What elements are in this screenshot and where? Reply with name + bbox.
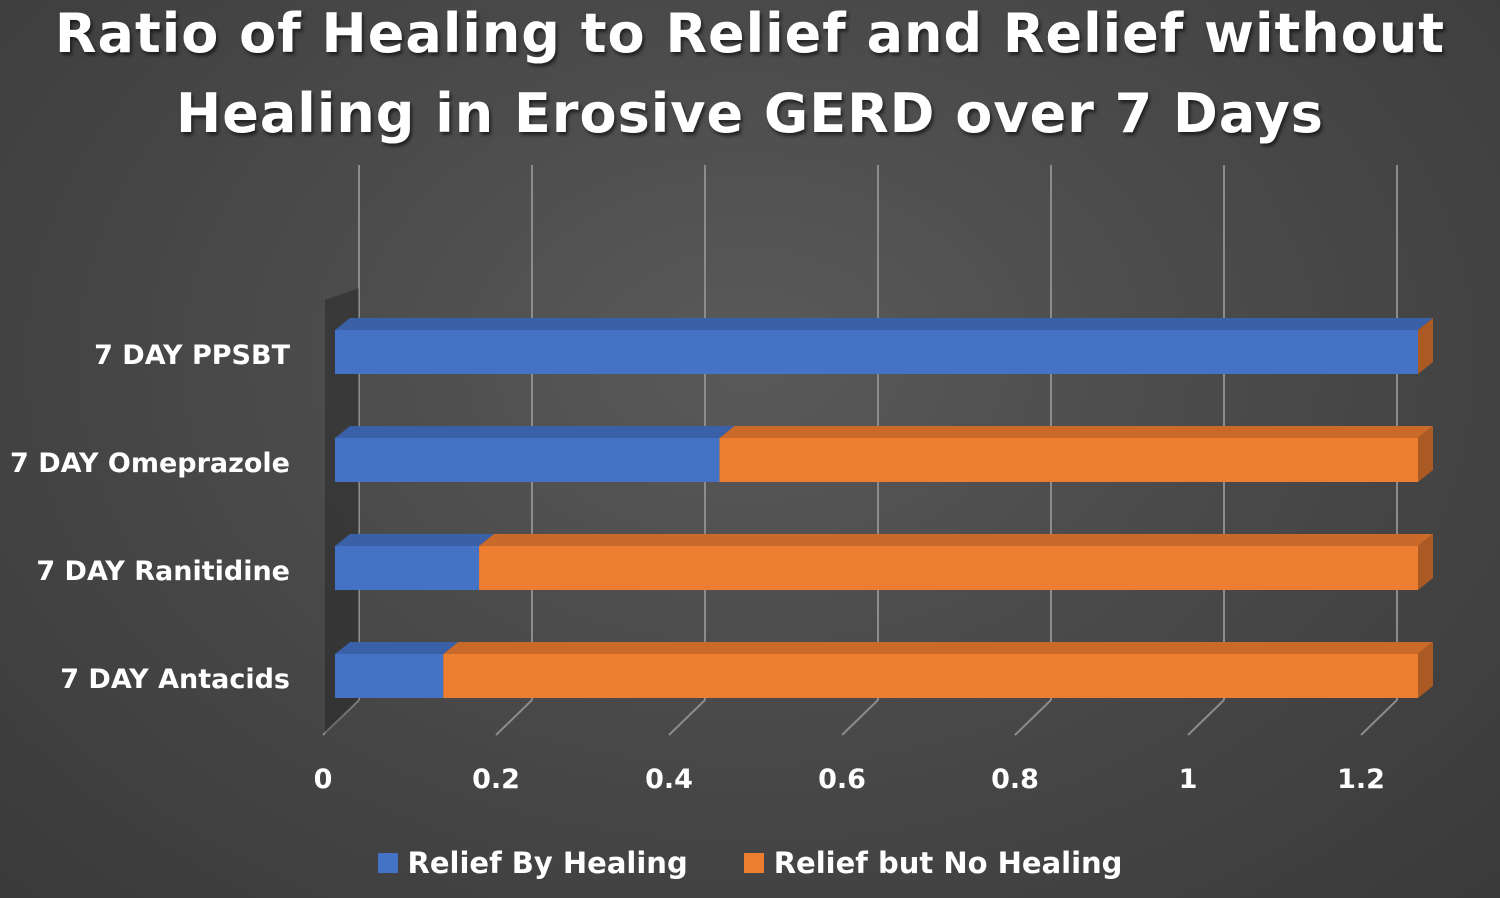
legend-label: Relief By Healing [407, 846, 688, 880]
x-tick-label: 1.2 [1337, 764, 1385, 795]
bar-top-face [719, 426, 1433, 438]
floor-gridline [841, 699, 879, 736]
bar-top-face [479, 534, 1433, 546]
bar-end-cap [1418, 426, 1433, 482]
category-label: 7 DAY Omeprazole [10, 448, 290, 479]
bar-top-face [443, 642, 1433, 654]
legend-item-relief-no-healing: Relief but No Healing [743, 846, 1123, 880]
x-tick-label: 0.6 [818, 764, 866, 795]
bar-top-face [335, 534, 495, 546]
bar-end-cap [1418, 642, 1433, 698]
floor-gridline [1187, 699, 1225, 736]
left-wall-shadow [325, 288, 359, 735]
legend: Relief By Healing Relief but No Healing [0, 846, 1500, 880]
category-label: 7 DAY PPSBT [94, 340, 290, 371]
bar-segment [335, 654, 444, 698]
legend-label: Relief but No Healing [773, 846, 1123, 880]
bar-end-cap [1418, 534, 1433, 590]
x-tick-label: 0.2 [472, 764, 520, 795]
floor-gridline [1360, 699, 1398, 736]
bar-top-face [335, 642, 459, 654]
chart-title-line-2: Healing in Erosive GERD over 7 Days [176, 82, 1324, 145]
floor-gridline [1014, 699, 1052, 736]
bar-top-face [335, 426, 735, 438]
bar-segment [335, 330, 1418, 374]
x-tick-label: 0.8 [991, 764, 1039, 795]
bar-segment [335, 438, 720, 482]
floor-gridline [495, 699, 533, 736]
bar-top-face [335, 318, 1433, 330]
bar-end-cap [1418, 318, 1433, 374]
category-label: 7 DAY Antacids [60, 664, 290, 695]
bar-segment [443, 654, 1418, 698]
chart-title-line-1: Ratio of Healing to Relief and Relief wi… [54, 2, 1446, 65]
category-label: 7 DAY Ranitidine [36, 556, 290, 587]
bar-segment [479, 546, 1418, 590]
bar-segment [335, 546, 480, 590]
x-tick-label: 0 [314, 764, 333, 795]
floor-gridline [668, 699, 706, 736]
legend-item-relief-by-healing: Relief By Healing [377, 846, 688, 880]
x-tick-label: 1 [1179, 764, 1198, 795]
x-tick-label: 0.4 [645, 764, 693, 795]
floor-gridline [322, 699, 360, 736]
legend-swatch-orange [743, 853, 764, 873]
legend-swatch-blue [377, 853, 398, 873]
bar-segment [719, 438, 1418, 482]
